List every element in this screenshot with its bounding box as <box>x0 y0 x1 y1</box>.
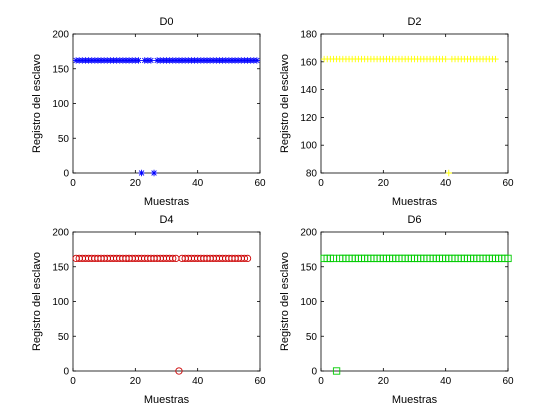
y-tick-label: 140 <box>300 85 317 96</box>
x-axis-label: Muestras <box>392 196 438 208</box>
x-axis-label: Muestras <box>144 196 190 208</box>
data-point <box>138 169 145 177</box>
data-point <box>243 254 252 263</box>
y-tick-label: 50 <box>58 134 70 145</box>
y-tick-label: 0 <box>63 367 69 378</box>
y-tick-label: 100 <box>300 297 317 308</box>
y-tick-label: 200 <box>300 228 317 239</box>
y-tick-label: 0 <box>311 367 317 378</box>
data-point <box>492 55 499 63</box>
x-tick-label: 20 <box>378 376 390 387</box>
x-axis-label: Muestras <box>144 394 190 406</box>
x-tick-label: 40 <box>192 376 204 387</box>
plot-frame <box>320 33 509 174</box>
x-tick-label: 40 <box>440 376 452 387</box>
plot-frame <box>72 231 261 372</box>
y-tick-label: 200 <box>52 30 69 41</box>
y-tick-label: 160 <box>300 57 317 68</box>
chart-title: D0 <box>159 16 173 28</box>
x-tick-label: 0 <box>70 178 76 189</box>
data-point <box>135 57 142 64</box>
data-point <box>253 57 261 64</box>
data-point <box>445 169 452 177</box>
y-tick-label: 180 <box>300 30 317 41</box>
y-tick-label: 150 <box>300 262 317 273</box>
data-point <box>169 254 177 263</box>
chart-title: D4 <box>159 214 173 226</box>
data-point <box>442 55 449 63</box>
x-tick-label: 60 <box>502 376 514 387</box>
x-tick-label: 0 <box>318 376 324 387</box>
data-point <box>332 367 341 375</box>
subplot-D2: 0 20 40 60 80 100 120 140 160 180 D2 Muestras Regist… <box>279 16 514 208</box>
subplot-D6: 0 20 40 60 0 50 100 150 200 D6 Muestras Registro de… <box>279 214 514 406</box>
x-tick-label: 20 <box>130 178 142 189</box>
plot-frame <box>72 33 261 174</box>
x-tick-label: 40 <box>440 178 452 189</box>
subplot-D4: 0 20 40 60 0 50 100 150 200 D4 Muestras Registro de… <box>31 214 266 406</box>
x-tick-label: 20 <box>378 178 390 189</box>
chart-title: D6 <box>407 214 421 226</box>
data-point <box>240 254 249 263</box>
x-tick-label: 0 <box>318 178 324 189</box>
y-tick-label: 100 <box>300 141 317 152</box>
x-tick-label: 60 <box>254 178 266 189</box>
y-axis-label: Registro del esclavo <box>279 252 291 351</box>
x-tick-label: 60 <box>254 376 266 387</box>
y-tick-label: 50 <box>306 332 318 343</box>
x-tick-label: 20 <box>130 376 142 387</box>
y-tick-label: 150 <box>52 262 69 273</box>
chart-title: D2 <box>407 16 421 28</box>
y-tick-label: 100 <box>52 297 69 308</box>
y-axis-label: Registro del esclavo <box>31 54 43 153</box>
x-tick-label: 0 <box>70 376 76 387</box>
y-tick-label: 200 <box>52 228 69 239</box>
x-axis-label: Muestras <box>392 394 438 406</box>
x-tick-label: 40 <box>192 178 204 189</box>
y-tick-label: 0 <box>63 169 69 180</box>
subplot-D0: 0 20 40 60 0 50 100 150 200 D0 Muestras Registro de… <box>31 16 266 208</box>
data-point <box>150 169 158 177</box>
y-tick-label: 50 <box>58 332 70 343</box>
y-tick-label: 100 <box>52 99 69 110</box>
y-tick-label: 80 <box>306 169 318 180</box>
plot-frame <box>320 231 509 372</box>
y-tick-label: 150 <box>52 64 69 75</box>
data-point <box>147 57 155 64</box>
y-axis-label: Registro del esclavo <box>31 252 43 351</box>
x-tick-label: 60 <box>502 178 514 189</box>
data-point <box>175 367 183 375</box>
y-tick-label: 120 <box>300 113 317 124</box>
data-point <box>504 254 512 263</box>
y-axis-label: Registro del esclavo <box>279 54 291 153</box>
